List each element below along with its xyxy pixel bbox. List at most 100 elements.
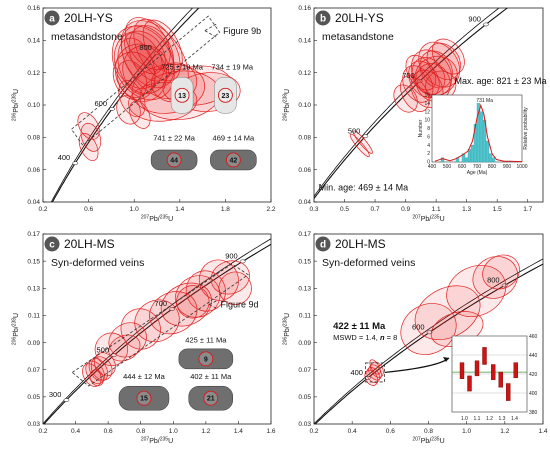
zircon-grain-image [188,385,233,411]
panel-c: 0.2 0.4 0.6 0.8 1.0 1.2 1.4 1.6 0.03 0.05 0.07 0.09… [12,231,276,446]
error-ellipse [393,84,418,113]
inset-x-tick-label: 1.3 [499,416,506,422]
y-axis-label-part: Pb/ [284,102,291,113]
x-axis-label: 207Pb/235U [412,215,444,224]
y-tick-label: 0.03 [27,421,40,428]
y-tick-label: 0.15 [298,258,311,265]
x-axis-label-part: 207 [412,215,421,221]
error-ellipse [426,42,461,80]
concordia-age-marker [72,161,79,166]
y-tick-label: 0.14 [27,38,40,45]
x-axis-label-part: 235 [431,215,440,221]
error-ellipse [78,133,99,161]
y-axis-label-part: 238 [12,318,18,327]
concordia-envelope [314,258,543,424]
panel-name: 20LH-YS [335,11,384,25]
zircon-grain-image [214,77,237,114]
concordia-age-label: 700 [402,71,415,80]
concordia-age-label: 800 [139,43,152,52]
error-ellipse [364,369,379,386]
age-error-bar [467,375,472,392]
x-axis-label-part: Pb/ [421,216,432,223]
error-ellipse [120,308,161,350]
panel-badge [315,236,331,252]
y-tick-label: 0.17 [27,231,40,238]
y-axis-label-part: 206 [12,113,18,122]
y-tick-label: 0.06 [27,167,40,174]
x-tick-label: 1.6 [266,428,275,435]
analysis-spot [136,390,152,406]
y-axis-label: 206Pb/238U [283,313,292,345]
error-ellipse [431,38,465,75]
probability-curve [434,103,523,163]
error-ellipse [149,291,198,335]
zircon-grain-image [170,77,194,114]
grain-age-label: 725 ± 19 Ma [161,62,203,71]
age-error-bar [498,371,503,388]
y-tick-label: 0.07 [298,367,311,374]
concordia-envelope [50,8,194,202]
y-tick-label: 0.14 [298,38,311,45]
x-tick-label: 0.2 [38,428,47,435]
histogram-bar [491,157,496,163]
zircon-grain-image [210,149,257,171]
x-tick-label: 0.8 [424,428,433,435]
y-axis-label-part: Pb/ [13,102,20,113]
x-axis-label-part: 207 [141,215,150,221]
x-axis-label: 207Pb/235U [141,437,173,446]
x-tick-label: 0.5 [340,206,349,213]
concordia-age-label: 500 [97,345,110,354]
error-ellipse [419,50,453,89]
mswd-text: MSWD = 1.4, [333,333,380,342]
y-axis-label-part: 206 [283,113,289,122]
zircon-grain-image [150,149,198,171]
grain-age-label: 741 ± 22 Ma [153,134,195,143]
age-error-bar [459,362,465,379]
concordia-age-label: 300 [49,390,62,399]
x-tick-label: 1.4 [538,428,547,435]
x-axis-label-part: 235 [431,437,440,443]
inset-x-tick-label: 1.2 [486,416,493,422]
x-axis-label-part: U [168,216,173,223]
inset-y-tick-label: 10 [424,118,430,124]
concordia-age-label: 600 [412,322,425,331]
error-ellipse [482,254,520,290]
spot-number: 42 [229,157,237,164]
x-tick-label: 2.2 [266,206,275,213]
panel-letter: a [49,14,55,25]
panel-a: 0.2 0.6 1.0 1.4 1.8 2.2 0.04 0.06 0.08 0.10 0.12 0.… [12,5,276,224]
inset-y-tick-label: 6 [427,134,430,140]
x-axis-label-part: 235 [160,437,169,443]
x-tick-label: 1.2 [500,428,509,435]
concordia-age-label: 700 [155,299,168,308]
y-axis-label-part: 238 [283,94,289,103]
analysis-spot [166,152,182,168]
x-tick-label: 0.6 [84,206,93,213]
inset-x-tick-label: 1.4 [511,416,518,422]
y-tick-label: 0.04 [27,199,40,206]
weighted-mean-age: 422 ± 11 Ma [333,321,386,332]
error-ellipse [405,54,437,91]
age-error-bar [513,362,518,379]
error-ellipse [118,79,146,118]
grain-age-label: 469 ± 14 Ma [213,134,255,143]
x-axis-label: 207Pb/235U [141,215,173,224]
y-tick-label: 0.08 [27,135,40,142]
error-ellipse [85,360,105,385]
concordia-age-marker [362,134,369,139]
concordia-envelope [314,8,500,197]
grain-age-label: 425 ± 11 Ma [185,336,227,345]
n-value: = 8 [385,333,398,342]
histogram-bar [488,153,493,163]
inset-y-tick-label: 400 [529,391,538,397]
max-age-label: Max. age: 821 ± 23 Ma [454,76,546,86]
error-ellipse [108,334,141,362]
x-tick-label: 1.4 [234,428,243,435]
histogram-bar [470,145,475,163]
x-axis-label-part: 235 [160,215,169,221]
inset-x-tick-label: 600 [458,164,467,170]
inset-y-tick-label: 8 [427,126,430,132]
concordia-age-label: 800 [487,275,500,284]
